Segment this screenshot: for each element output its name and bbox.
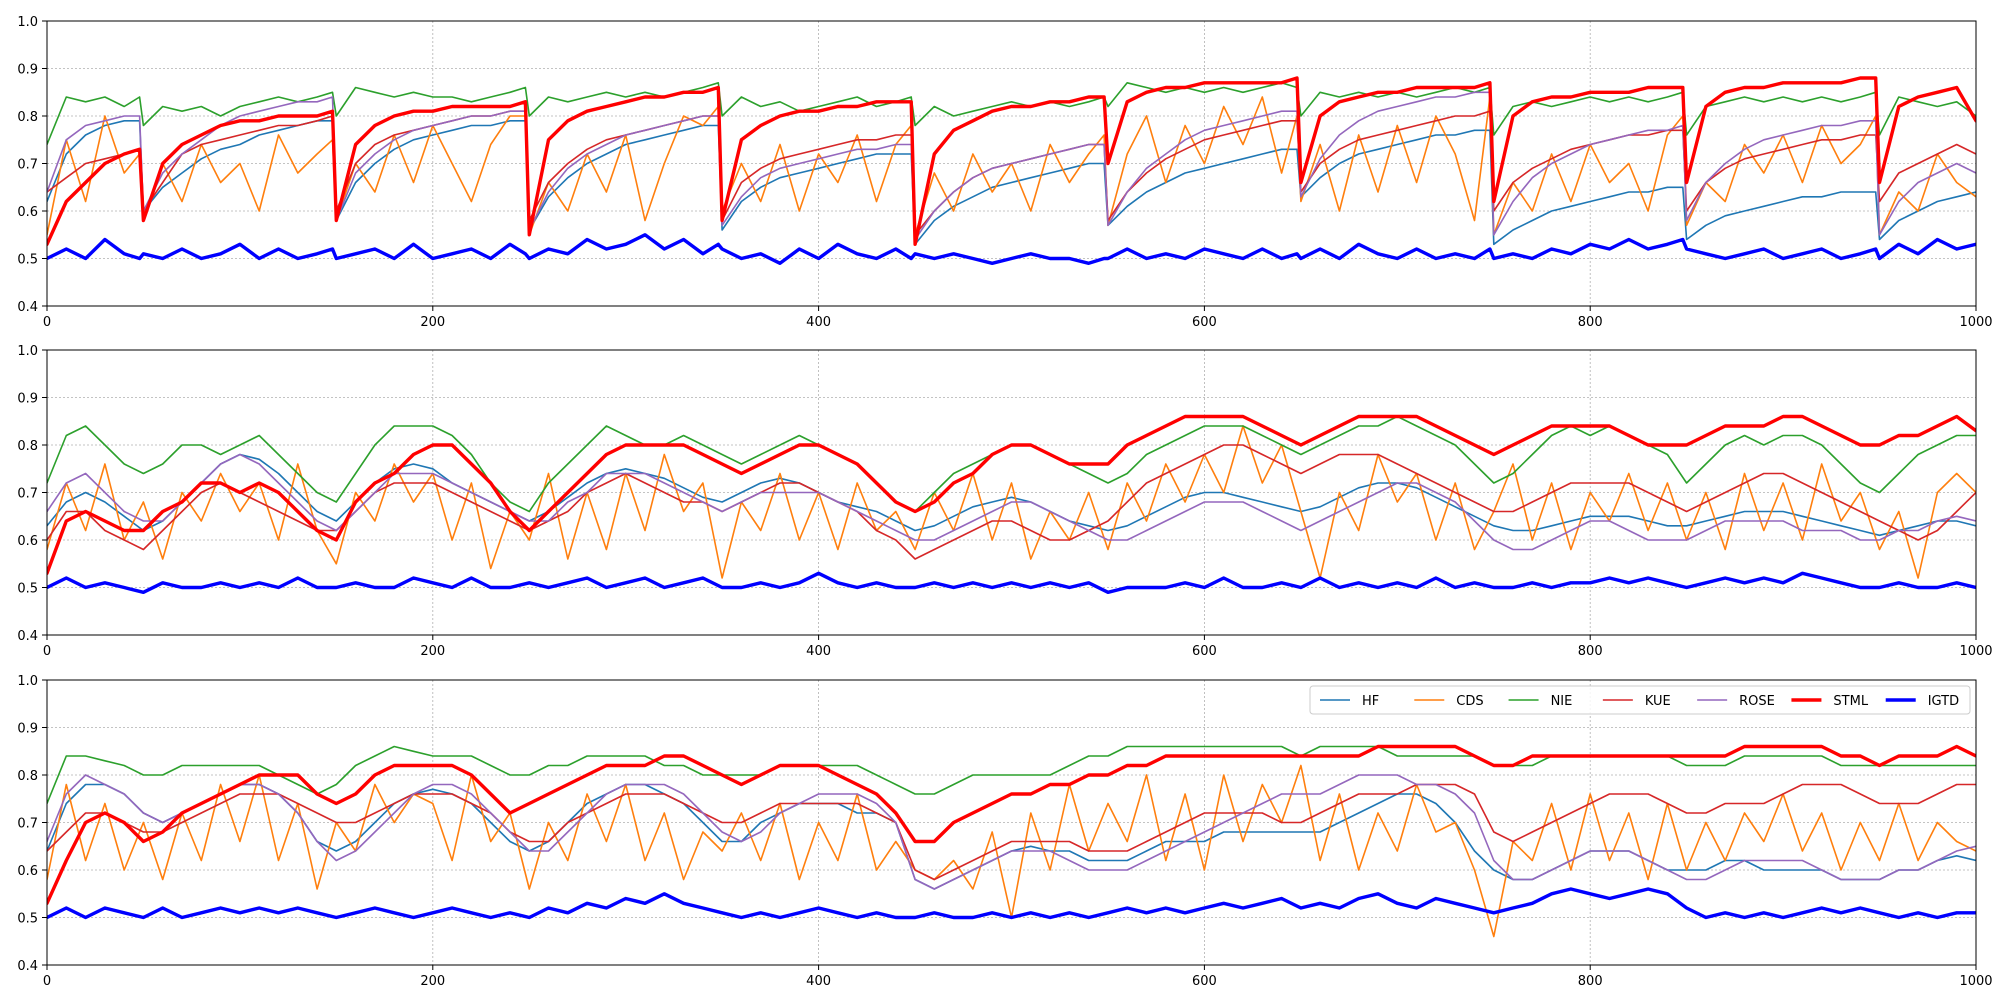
x-tick-label: 600 [1192, 974, 1217, 989]
series-line-cds [47, 425, 1976, 579]
series-line-rose [47, 774, 1976, 890]
x-tick-label: 200 [420, 974, 445, 989]
y-tick-label: 0.5 [17, 253, 38, 268]
y-tick-label: 0.9 [17, 722, 38, 737]
y-tick-label: 0.7 [17, 817, 38, 832]
y-tick-label: 1.0 [17, 15, 38, 30]
x-tick-label: 200 [420, 315, 445, 330]
y-tick-label: 0.5 [17, 912, 38, 927]
y-tick-label: 0.8 [17, 439, 38, 454]
y-tick-label: 0.4 [17, 629, 38, 644]
y-tick-label: 0.6 [17, 534, 38, 549]
y-tick-label: 0.7 [17, 487, 38, 502]
x-tick-label: 800 [1578, 315, 1603, 330]
legend-label-nie: NIE [1551, 694, 1573, 709]
series-line-hf [47, 453, 1976, 537]
series-line-hf [47, 120, 1976, 246]
x-tick-label: 600 [1192, 315, 1217, 330]
y-tick-label: 0.8 [17, 110, 38, 125]
y-tick-label: 1.0 [17, 674, 38, 689]
x-tick-label: 1000 [1959, 644, 1992, 659]
x-tick-label: 400 [806, 974, 831, 989]
series-line-stml [47, 76, 1976, 247]
legend-box [1309, 685, 1971, 715]
series-line-igtd [47, 233, 1976, 265]
y-tick-label: 0.6 [17, 864, 38, 879]
series-line-stml [47, 414, 1976, 575]
chart-panel-middle: 0 200 400 600 800 1000 0.4 0.5 0.6 0.7 0.8 0.9 1.0 [17, 344, 1992, 659]
x-tick-label: 600 [1192, 644, 1217, 659]
y-tick-label: 0.8 [17, 769, 38, 784]
x-tick-label: 1000 [1959, 315, 1992, 330]
x-tick-label: 200 [420, 644, 445, 659]
y-tick-label: 0.6 [17, 205, 38, 220]
legend-label-rose: ROSE [1739, 694, 1775, 709]
x-tick-label: 800 [1578, 974, 1603, 989]
chart-panel-bottom: 0 200 400 600 800 1000 0.4 0.5 0.6 0.7 0.8 0.9 1.0 HF… [17, 674, 1992, 989]
legend-label-igtd: IGTD [1928, 694, 1959, 709]
y-tick-label: 1.0 [17, 344, 38, 359]
x-tick-label: 800 [1578, 644, 1603, 659]
series-line-hf [47, 783, 1976, 890]
series-line-rose [47, 453, 1976, 551]
legend-label-stml: STML [1833, 694, 1868, 709]
series-line-igtd [47, 887, 1976, 920]
series-line-rose [47, 91, 1976, 241]
x-tick-label: 0 [43, 974, 51, 989]
series-line-kue [47, 783, 1976, 881]
legend: HF CDS NIE KUE ROSE STML IGTD [1309, 685, 1971, 715]
y-tick-label: 0.9 [17, 63, 38, 78]
y-tick-label: 0.4 [17, 959, 38, 974]
y-tick-label: 0.9 [17, 392, 38, 407]
x-tick-label: 400 [806, 315, 831, 330]
chart-panel-top: 0 200 400 600 800 1000 0.4 0.5 0.6 0.7 0.8 0.9 1.0 [17, 15, 1992, 330]
x-tick-label: 0 [43, 644, 51, 659]
y-tick-label: 0.4 [17, 300, 38, 315]
series-line-igtd [47, 571, 1976, 594]
series-line-nie [47, 82, 1976, 146]
y-tick-label: 0.5 [17, 582, 38, 597]
y-tick-label: 0.7 [17, 158, 38, 173]
legend-label-hf: HF [1362, 694, 1379, 709]
x-tick-label: 0 [43, 315, 51, 330]
x-tick-label: 1000 [1959, 974, 1992, 989]
legend-label-cds: CDS [1456, 694, 1483, 709]
x-tick-label: 400 [806, 644, 831, 659]
legend-label-kue: KUE [1645, 694, 1671, 709]
series-line-stml [47, 744, 1976, 905]
